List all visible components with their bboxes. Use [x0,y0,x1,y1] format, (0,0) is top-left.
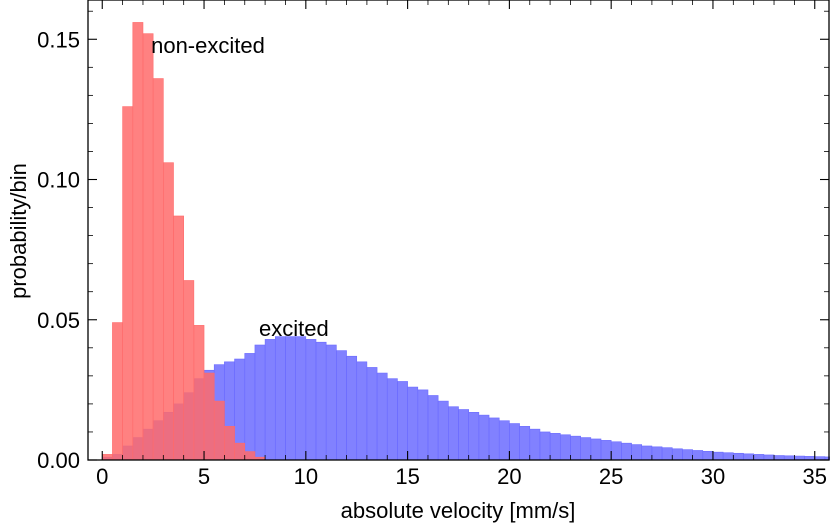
histogram-bar [773,455,785,461]
series-annotation: excited [259,316,329,341]
x-axis-title: absolute velocity [mm/s] [341,498,576,523]
histogram-bar [519,426,531,461]
histogram-bar [458,409,469,461]
plot-frame [87,0,830,461]
histogram-bar [610,441,622,461]
y-tick-label: 0.00 [37,448,80,473]
histogram-bar [753,454,765,461]
bars-layer [101,22,830,461]
histogram-bar [112,322,123,461]
histogram-bar [427,395,439,461]
histogram-bar [631,444,643,461]
histogram-bar [213,400,225,461]
histogram-bar [193,325,205,461]
histogram-bar [488,417,500,461]
histogram-bar [417,389,429,461]
histogram-bar [509,423,520,461]
histogram-bar [539,431,551,461]
histogram-bar [295,336,307,461]
histogram-bar [274,336,286,461]
histogram-bar [152,78,164,461]
x-tick-label: 30 [701,464,725,489]
x-tick-label: 10 [294,464,318,489]
histogram-bar [661,447,673,461]
histogram-bar [671,448,683,461]
histogram-bar [468,412,480,461]
histogram-bar [132,22,144,461]
x-tick-label: 0 [96,464,108,489]
histogram-bar [590,438,602,461]
histogram-bar [498,420,510,461]
y-axis-title: probability/bin [6,163,31,299]
histogram-bar [336,350,347,461]
histogram-bar [325,344,337,461]
histogram-bar [651,446,663,461]
histogram-bar [244,353,256,461]
histogram-bar [824,456,830,461]
histogram-bar [702,450,714,461]
histogram-bar [529,428,541,461]
histogram-bar [234,442,246,461]
histogram-bar [407,386,419,461]
histogram-bar [570,435,581,461]
histogram-bar [285,336,296,461]
histogram-bar [356,361,368,461]
histogram-bar [397,381,408,461]
histogram-bar [641,445,653,461]
x-tick-label: 20 [497,464,521,489]
histogram-bar [733,452,744,461]
ticks-layer [88,0,829,461]
histogram-bar [448,406,459,461]
histogram-bar [203,372,215,461]
histogram-bar [722,452,734,461]
histogram-bar [712,451,724,461]
series-annotation: non-excited [151,33,265,58]
histogram-bar [173,215,184,461]
histogram-bar [549,433,561,461]
series-non-excited [101,22,266,461]
histogram-bar [315,341,327,461]
histogram-bar [101,454,113,461]
histogram-bar [743,453,754,461]
histogram-bar [692,450,704,461]
histogram-bar [122,106,134,461]
histogram-bar [346,355,358,461]
histogram-bar [600,440,612,461]
histogram-bar [244,451,256,461]
histogram-bar [264,339,276,461]
histogram-bar [580,437,592,461]
histogram-bar [386,378,398,461]
histogram-bar [682,449,693,461]
histogram-bar [163,162,174,461]
x-tick-label: 25 [599,464,623,489]
histogram-bar [763,454,775,461]
y-tick-label: 0.15 [37,27,80,52]
histogram-bar [559,434,571,461]
histogram-bar [142,33,154,461]
histogram-bar [621,442,632,461]
histogram-bar [254,344,266,461]
histogram-bar [437,400,449,461]
histogram-bar [224,426,235,461]
labels-layer: 0 5 10 15 20 25 30 35 0.00 0.05 0.10 0.15 non-excite… [37,27,827,489]
y-tick-label: 0.05 [37,308,80,333]
histogram-bar [376,372,388,461]
y-tick-label: 0.10 [37,168,80,193]
histogram-bar [305,339,317,461]
x-tick-label: 5 [198,464,210,489]
histogram-bar [183,280,195,461]
x-tick-label: 15 [395,464,419,489]
x-tick-label: 35 [803,464,827,489]
histogram-bar [478,414,490,461]
histogram-bar [366,367,378,461]
